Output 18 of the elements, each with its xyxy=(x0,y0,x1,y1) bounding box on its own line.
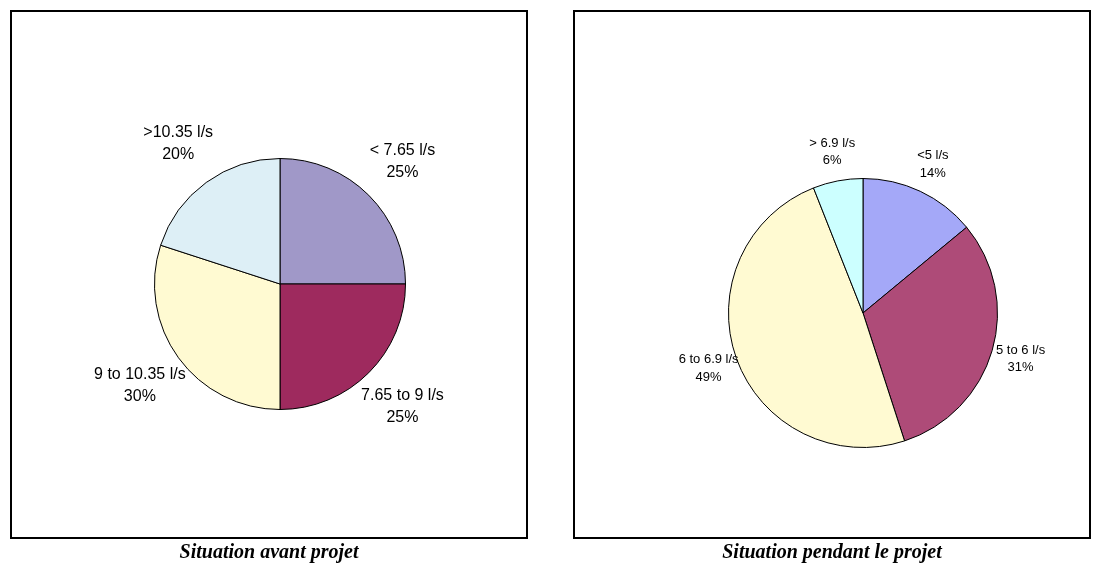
data-label: 6% xyxy=(822,152,843,168)
slice-label: 7.65 to 9 l/s xyxy=(361,386,444,404)
data-label: 25% xyxy=(386,407,419,425)
data-label: 30% xyxy=(123,387,156,404)
text: Situation avant projet xyxy=(178,540,360,562)
slice-label: > 6.9 l/s xyxy=(809,134,856,150)
slice-label: 9 to 10.35 l/s xyxy=(94,365,186,383)
slice-label: <5 l/s xyxy=(917,147,950,163)
slice-label: 5 to 6 l/s xyxy=(996,341,1046,357)
data-label: 25% xyxy=(386,162,419,180)
data-label: 49% xyxy=(695,368,723,384)
data-label: 20% xyxy=(162,145,195,163)
slice-label: >10.35 l/s xyxy=(143,123,214,141)
data-label: 31% xyxy=(1007,359,1035,375)
text: Situation pendant le projet xyxy=(721,540,944,562)
slice-label: < 7.65 l/s xyxy=(369,141,436,159)
slice-label: 6 to 6.9 l/s xyxy=(678,351,740,367)
data-label: 14% xyxy=(919,164,947,180)
